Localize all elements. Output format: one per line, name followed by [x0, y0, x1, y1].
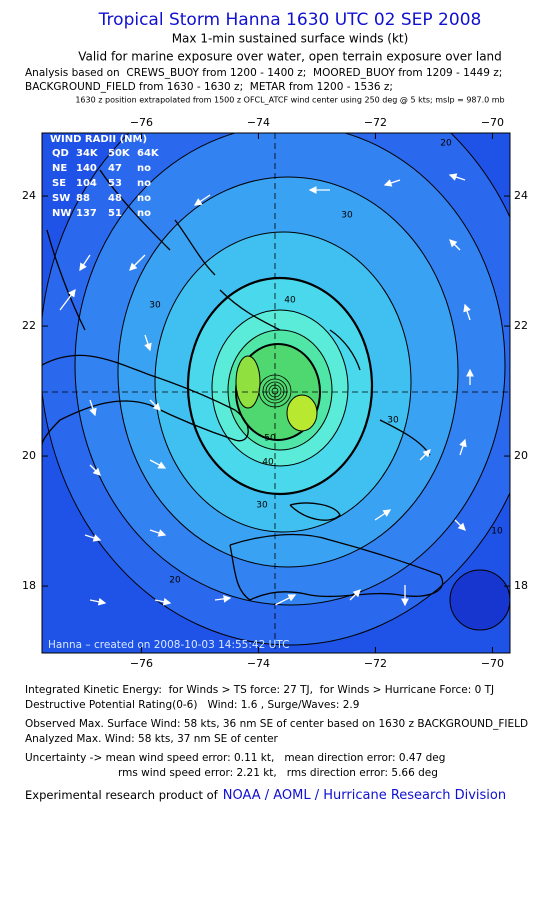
credit: Experimental research product of NOAA / A… [25, 788, 506, 803]
y-tick-label: 24 [514, 189, 528, 202]
contour-labels: 30 30 40 40 50 30 30 20 20 10 [149, 139, 503, 586]
wind-arrows [59, 173, 474, 607]
wind-radii-cell: 140 [76, 163, 97, 174]
wind-radii-cell: SE [52, 178, 66, 189]
wind-radii-cell: 104 [76, 178, 97, 189]
contour-label: 40 [262, 458, 274, 468]
contour-label: 30 [256, 501, 268, 511]
y-tick-label: 20 [22, 449, 36, 462]
wind-radii-cell: NE [52, 163, 67, 174]
title: Tropical Storm Hanna 1630 UTC 02 SEP 200… [98, 10, 482, 30]
analysis-line: BACKGROUND_FIELD from 1630 - 1630 z; MET… [25, 81, 393, 93]
contour-label: 20 [440, 139, 452, 149]
footer-line: Integrated Kinetic Energy: for Winds > T… [25, 684, 494, 696]
wind-radii-cell: 51 [108, 208, 122, 219]
footer-line: Analyzed Max. Wind: 58 kts, 37 nm SE of … [25, 733, 279, 745]
x-tick-label: −70 [481, 657, 504, 670]
x-tick-label: −76 [130, 116, 153, 129]
x-tick-label: −72 [364, 657, 387, 670]
y-tick-label: 18 [514, 579, 528, 592]
y-tick-label: 20 [514, 449, 528, 462]
wind-radii-cell: 48 [108, 193, 122, 204]
wind-radii-header: 50K [108, 148, 131, 159]
wind-radii-cell: no [137, 208, 151, 219]
contour-label: 30 [341, 211, 353, 221]
wind-radii-header: 64K [137, 148, 160, 159]
footer-line: rms wind speed error: 2.21 kt, rms direc… [118, 767, 438, 779]
valid-note: Valid for marine exposure over water, op… [78, 50, 502, 64]
wind-radii-header: QD [52, 148, 69, 159]
y-tick-label: 22 [514, 319, 528, 332]
credit-text: Experimental research product of [25, 788, 219, 802]
y-tick-label: 22 [22, 319, 36, 332]
wind-radii-cell: no [137, 178, 151, 189]
x-tick-label: −74 [247, 657, 270, 670]
analysis-line: Analysis based on CREWS_BUOY from 1200 -… [25, 67, 502, 79]
contour-label: 20 [169, 576, 181, 586]
x-tick-label: −70 [481, 116, 504, 129]
wind-radii-cell: no [137, 193, 151, 204]
contour-label: 10 [491, 527, 503, 537]
wind-radii-title: WIND RADII (NM) [50, 134, 147, 145]
contour-label: 30 [387, 416, 399, 426]
wind-radii-table: WIND RADII (NM) QD 34K 50K 64K NE 140 47 no SE 104… [50, 134, 160, 219]
x-tick-label: −72 [364, 116, 387, 129]
wind-radii-cell: no [137, 163, 151, 174]
map-axes: −76 −76 −74 −74 −72 −72 −70 −70 18 18 20 20 22 22 24 24 [22, 116, 528, 670]
contour-label: 30 [149, 301, 161, 311]
y-tick-label: 18 [22, 579, 36, 592]
wind-radii-cell: NW [52, 208, 71, 219]
wind-radii-cell: 47 [108, 163, 122, 174]
contour-label: 50 [264, 434, 276, 444]
footer: Integrated Kinetic Energy: for Winds > T… [25, 684, 528, 779]
hrd-link[interactable]: NOAA / AOML / Hurricane Research Divisio… [223, 788, 506, 803]
position-note: 1630 z position extrapolated from 1500 z… [75, 96, 504, 105]
wind-radii-cell: SW [52, 193, 70, 204]
map: Hanna – created on 2008-10-03 14:55:42 U… [42, 133, 510, 653]
contour-label: 40 [284, 296, 296, 306]
wind-radii-cell: 53 [108, 178, 122, 189]
footer-line: Uncertainty -> mean wind speed error: 0.… [25, 752, 445, 764]
subtitle: Max 1-min sustained surface winds (kt) [172, 32, 409, 46]
footer-line: Destructive Potential Rating(0-6) Wind: … [25, 699, 359, 711]
watermark: Hanna – created on 2008-10-03 14:55:42 U… [48, 639, 289, 651]
wind-radii-cell: 137 [76, 208, 97, 219]
wind-radii-header: 34K [76, 148, 99, 159]
map-frame [41, 132, 511, 654]
x-tick-label: −76 [130, 657, 153, 670]
wind-radii-cell: 88 [76, 193, 90, 204]
y-tick-label: 24 [22, 189, 36, 202]
x-tick-label: −74 [247, 116, 270, 129]
footer-line: Observed Max. Surface Wind: 58 kts, 36 n… [25, 718, 528, 730]
